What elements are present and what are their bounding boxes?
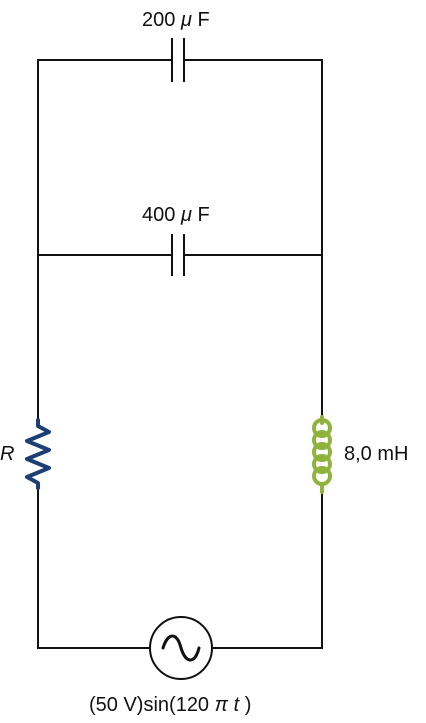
source-label-t: t xyxy=(234,694,241,716)
wires xyxy=(37,59,323,649)
inductor-coil-1 xyxy=(312,418,332,438)
inductor-coil-2 xyxy=(312,430,332,450)
source-label: (50 V)sin(120 π t ) xyxy=(89,694,251,716)
top-capacitor-prefix: μ xyxy=(180,9,192,31)
source-label-prefix: (50 V)sin(120 xyxy=(89,694,209,716)
middle-capacitor-label: 400 μ F xyxy=(142,204,210,226)
inductor-symbol xyxy=(312,415,332,494)
resistor-label: R xyxy=(0,443,14,465)
middle-capacitor-unit: F xyxy=(197,204,209,226)
source-label-pi: π xyxy=(215,694,229,716)
top-capacitor-label: 200 μ F xyxy=(142,9,210,31)
inductor-coil-3 xyxy=(312,442,332,462)
top-capacitor-unit: F xyxy=(197,9,209,31)
middle-capacitor-prefix: μ xyxy=(180,204,192,226)
middle-capacitor-value: 400 xyxy=(142,204,175,226)
ac-wave-icon xyxy=(161,634,201,662)
source-label-suffix: ) xyxy=(245,694,252,716)
inductor-label: 8,0 mH xyxy=(344,443,408,465)
top-capacitor-symbol xyxy=(171,38,185,82)
resistor-symbol xyxy=(25,418,51,490)
middle-capacitor-symbol xyxy=(171,234,185,276)
top-capacitor-value: 200 xyxy=(142,9,175,31)
inductor-coil-4 xyxy=(312,454,332,474)
